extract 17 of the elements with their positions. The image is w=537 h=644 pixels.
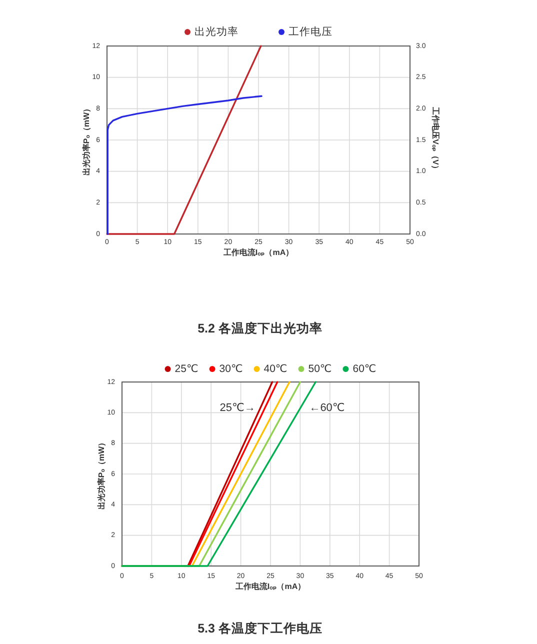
- legend-label: 30℃: [219, 362, 243, 375]
- x-axis-title: 工作电流Iₒₚ（mA）: [222, 247, 294, 258]
- text: 5.3 各温度下工作电压: [198, 620, 322, 636]
- legend-label: 工作电压: [288, 24, 332, 38]
- annotation: ←60℃: [309, 402, 345, 414]
- y-axis-title: 出光功率Pₒ（mW）: [81, 104, 92, 176]
- y2-axis-title: 工作电压Vₒₚ（V）: [430, 106, 440, 173]
- chart-title: 5.2 各温度下出光功率: [198, 320, 322, 336]
- x-axis-title: 工作电流Iₒₚ（mA）: [234, 581, 306, 592]
- line-series: [106, 95, 262, 235]
- legend-label: 50℃: [308, 362, 332, 375]
- legend-label: 60℃: [352, 362, 376, 375]
- annotation: 25℃→: [220, 402, 256, 414]
- legend-label: 40℃: [264, 362, 288, 375]
- legend-label: 25℃: [174, 362, 198, 375]
- legend-label: 出光功率: [194, 24, 238, 38]
- y-axis-title: 出光功率Pₒ（mW）: [96, 438, 106, 510]
